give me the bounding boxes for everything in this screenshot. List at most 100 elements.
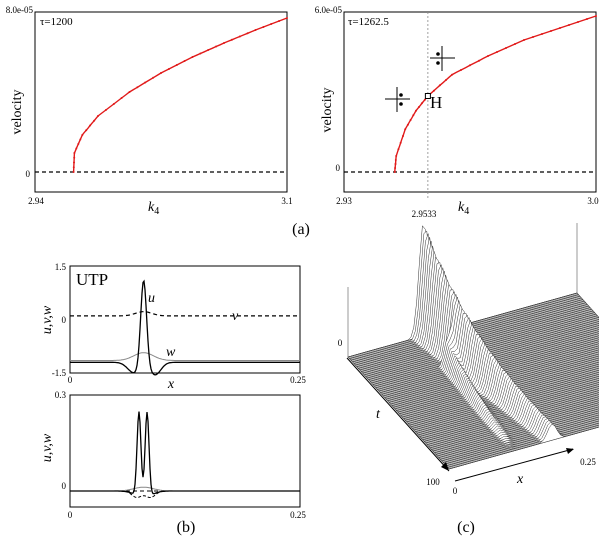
y-tick-label-top: 6.0e-05 <box>315 5 343 15</box>
series-u-line <box>70 411 300 495</box>
curve-marker <box>152 76 155 79</box>
curve-marker <box>72 171 75 173</box>
surface-slice <box>432 402 599 452</box>
utp-title: UTP <box>76 270 108 289</box>
x-tick-label-right: 0.25 <box>290 375 306 385</box>
plot-frame <box>34 11 288 193</box>
curve-marker <box>270 23 273 25</box>
curve-marker <box>420 102 423 105</box>
x-axis-label: x <box>516 472 524 487</box>
curve-marker <box>75 147 78 150</box>
surface-slice <box>426 393 599 445</box>
x-axis <box>454 448 574 482</box>
curve-marker <box>505 47 507 49</box>
curve-marker <box>412 114 415 117</box>
surface-slice <box>435 406 599 455</box>
curve-marker <box>73 161 75 164</box>
curve-marker <box>496 51 498 53</box>
curve-marker <box>97 115 99 117</box>
t-axis-label: t <box>376 407 381 422</box>
surface-slice <box>399 349 599 415</box>
curve-marker <box>93 119 96 122</box>
y-tick-label-zero: 0 <box>336 163 341 173</box>
t-tick-label-end: 100 <box>426 477 440 487</box>
surface-slice <box>386 322 599 400</box>
y-axis-label: u,v,w <box>40 433 55 462</box>
x-tick-label-right: 0.25 <box>580 457 596 467</box>
curve-marker <box>215 45 218 48</box>
surface-slice <box>438 410 599 458</box>
curve-marker <box>397 148 400 151</box>
series-v-line <box>70 311 300 317</box>
curve-marker <box>399 141 402 144</box>
curve-marker <box>541 33 543 35</box>
curve-marker <box>394 159 397 161</box>
curve-marker <box>73 152 76 154</box>
t-tick-label-start: 0 <box>338 338 343 348</box>
curve-marker <box>394 167 397 169</box>
curve-marker <box>418 106 420 108</box>
surface-slice <box>424 389 599 442</box>
plot-area <box>70 279 300 376</box>
curve-marker <box>409 119 412 121</box>
hopf-label: H <box>430 93 442 112</box>
curve-marker <box>175 64 178 66</box>
surface-slice <box>434 404 599 454</box>
curve-marker <box>207 49 210 51</box>
curve-marker <box>73 156 76 159</box>
surface-slice <box>440 412 599 460</box>
x-axis-label-main: k <box>148 200 155 215</box>
hopf-point-marker <box>424 93 431 99</box>
surface-slice <box>447 421 599 468</box>
curve-marker <box>451 73 453 76</box>
curve-marker <box>423 98 426 101</box>
curve-marker <box>402 135 404 137</box>
curve-marker <box>478 59 480 62</box>
x-tick-label-left: 0 <box>68 510 73 520</box>
panel-a-left: 8.0e-05 0 2.94 3.1 velocity k4 τ=1200 <box>6 5 293 217</box>
x-tick-label-hopf: 2.9533 <box>412 209 437 219</box>
x-tick-label-right: 0.25 <box>290 510 306 520</box>
curve-marker <box>406 123 409 126</box>
curve-marker <box>246 32 249 35</box>
panel-a-right: 6.0e-05 0 2.93 3.0 2.9533 velocity k4 τ=… <box>315 5 599 219</box>
curve-marker <box>230 38 233 41</box>
curve-marker <box>415 109 417 112</box>
caption-c: (c) <box>457 519 475 536</box>
curve-marker <box>514 43 516 45</box>
curve-marker <box>136 86 139 89</box>
stability-symbol-stable <box>430 46 455 71</box>
surface-slice <box>397 345 599 413</box>
y-axis-label: velocity <box>320 87 335 132</box>
curve-marker <box>79 138 82 141</box>
x-axis-label: k4 <box>148 200 159 217</box>
stability-symbol-unstable <box>385 87 410 112</box>
series-label-v: v <box>232 309 239 324</box>
y-axis-label: u,v,w <box>40 305 55 334</box>
curve-marker <box>586 18 588 20</box>
curve-marker <box>160 72 162 74</box>
surface-slice <box>384 319 599 398</box>
x-tick-label-right: 3.1 <box>281 196 292 206</box>
y-tick-label-zero: 0 <box>26 169 31 179</box>
curve-marker <box>404 128 407 131</box>
x-tick-label-left: 2.93 <box>336 196 352 206</box>
panel-c: 0 100 t 0 0.25 x <box>338 223 599 496</box>
curve-marker <box>523 39 525 41</box>
x-axis-label-sub: 4 <box>154 206 159 217</box>
curve-marker <box>72 166 75 169</box>
plot-area <box>344 12 597 198</box>
x-axis-arrowhead <box>566 448 574 454</box>
curve-marker <box>278 20 281 22</box>
surface-slice <box>444 418 599 465</box>
x-tick-label-right: 3.0 <box>587 196 599 206</box>
curve-marker <box>238 35 241 38</box>
curve-marker <box>393 171 396 173</box>
series-u-line <box>70 279 300 376</box>
curve-marker <box>559 27 561 29</box>
curve-marker <box>120 97 123 99</box>
curve-marker <box>286 17 288 19</box>
surface-plot <box>347 223 599 470</box>
y-tick-label-top: 1.5 <box>55 262 67 272</box>
y-tick-label-top: 8.0e-05 <box>6 5 34 15</box>
